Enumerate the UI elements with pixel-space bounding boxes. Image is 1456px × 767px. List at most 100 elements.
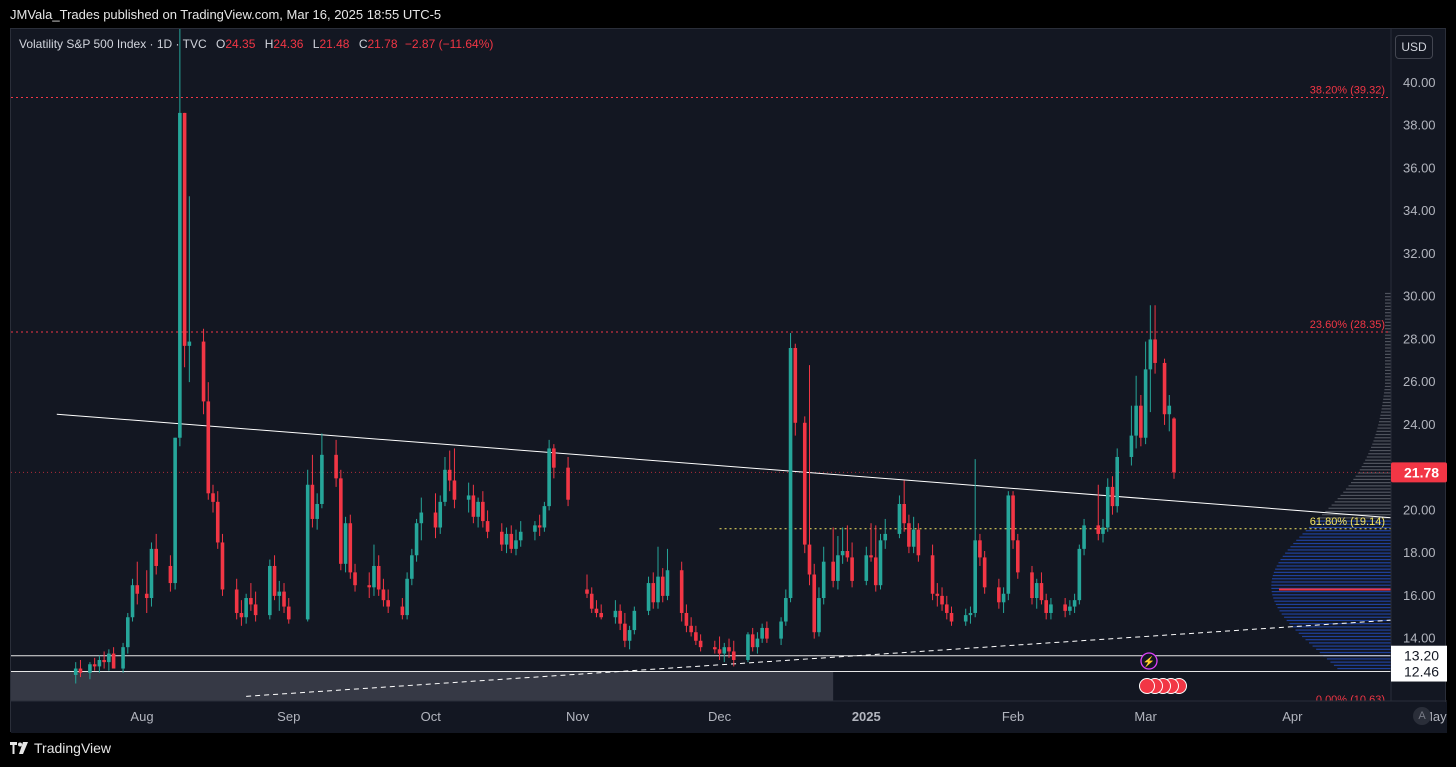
candle-body <box>802 422 807 545</box>
candle-body <box>646 583 651 611</box>
candle-body <box>201 341 206 402</box>
candle-body <box>746 634 750 660</box>
currency-button[interactable]: USD <box>1395 35 1433 59</box>
auto-scale-icon[interactable]: A <box>1413 707 1431 725</box>
volume-profile-bar <box>1340 494 1391 497</box>
candle-body <box>125 617 130 648</box>
candle-body <box>253 604 258 616</box>
volume-profile-bar <box>1383 398 1391 400</box>
volume-profile-bar <box>1385 321 1391 323</box>
candle-body <box>722 647 727 654</box>
volume-profile-bar <box>1305 639 1391 641</box>
dashed-trendline[interactable] <box>246 617 1434 697</box>
candle-body <box>1115 456 1120 507</box>
time-axis-background <box>11 702 1447 733</box>
candle-body <box>660 576 665 596</box>
candle-body <box>949 612 954 622</box>
candle-body <box>239 612 244 618</box>
volume-profile-bar <box>1272 574 1391 577</box>
price-axis-tick: 36.00 <box>1403 160 1436 175</box>
volume-profile-bar <box>1271 581 1391 583</box>
lightning-event-icon[interactable] <box>1140 652 1158 670</box>
volume-profile-bar <box>1295 629 1391 631</box>
price-axis-tick: 30.00 <box>1403 289 1436 304</box>
volume-profile-bar <box>1343 491 1391 493</box>
candle-body <box>433 512 438 528</box>
volume-profile-bar <box>1333 664 1391 666</box>
candle-body <box>504 533 509 545</box>
candle-body <box>438 501 443 528</box>
high-value: 24.36 <box>273 37 304 51</box>
candle-body <box>144 593 149 599</box>
candle-body <box>656 576 660 603</box>
volume-profile-bar <box>1385 337 1391 339</box>
candle-body <box>1011 495 1015 541</box>
candle-body <box>1068 606 1072 611</box>
volume-profile-bar <box>1384 389 1391 391</box>
candle-body <box>963 615 968 622</box>
volume-profile-bar <box>1385 315 1391 317</box>
candle-body <box>272 565 277 596</box>
volume-profile-bar <box>1302 533 1391 535</box>
candle-body <box>694 632 698 641</box>
candle-body <box>873 557 878 586</box>
price-axis-tick: 18.00 <box>1403 545 1436 560</box>
volume-profile-bar <box>1277 607 1391 609</box>
volume-profile-bar <box>1361 465 1391 468</box>
volume-profile-bar <box>1284 616 1391 618</box>
main-trendline[interactable] <box>56 413 1435 521</box>
volume-profile-bar <box>1385 376 1391 378</box>
candle-body <box>215 501 220 543</box>
candle-body <box>1049 604 1053 613</box>
candle-body <box>305 484 310 620</box>
candle-body <box>234 589 239 613</box>
candle-body <box>339 478 343 564</box>
last-price-badge <box>1391 462 1447 483</box>
candle-body <box>514 540 518 549</box>
volume-profile-bar <box>1385 296 1391 298</box>
time-axis-tick: Aug <box>130 709 153 724</box>
volume-profile-bar <box>1319 651 1391 654</box>
candle-body <box>760 627 764 639</box>
candle-body <box>206 401 211 494</box>
candlestick-chart[interactable]: 38.20% (39.32) 23.60% (28.35) 61.80% (19.1… <box>11 29 1447 733</box>
volume-profile-bar <box>1331 504 1391 506</box>
price-axis-tick: 28.00 <box>1403 331 1436 346</box>
candle-body <box>930 555 935 594</box>
chart-frame[interactable]: 38.20% (39.32) 23.60% (28.35) 61.80% (19.1… <box>10 28 1447 733</box>
volume-profile-bar <box>1279 610 1391 612</box>
volume-profile-bar <box>1385 340 1391 343</box>
volume-profile-bar <box>1312 523 1391 525</box>
high-label: H <box>264 37 274 51</box>
volume-profile-bar <box>1330 661 1391 663</box>
volume-profile-bar <box>1271 584 1391 586</box>
volume-profile-bar <box>1382 405 1391 407</box>
candle-body <box>73 668 78 675</box>
candle-body <box>154 548 159 566</box>
candle-body <box>632 610 637 631</box>
candle-body <box>277 591 282 596</box>
time-axis-tick: Sep <box>277 709 300 724</box>
candle-body <box>651 583 656 603</box>
volume-profile-bar <box>1272 578 1391 580</box>
candle-body <box>244 598 248 618</box>
candle-body <box>817 598 821 633</box>
volume-profile-bar <box>1385 318 1391 320</box>
close-label: C <box>358 37 368 51</box>
time-axis-tick: Apr <box>1282 709 1303 724</box>
us-flag-event-icon[interactable] <box>1139 678 1155 694</box>
candle-body <box>698 640 703 648</box>
volume-profile-bar <box>1385 328 1391 330</box>
candle-body <box>547 448 551 507</box>
candle-body <box>381 589 386 601</box>
volume-profile-bar <box>1385 373 1391 375</box>
candle-body <box>499 531 504 545</box>
volume-profile-bar <box>1276 565 1391 567</box>
price-line-badge-text: 13.20 <box>1404 648 1439 664</box>
volume-profile-bar <box>1296 539 1391 541</box>
price-axis-tick: 16.00 <box>1403 588 1436 603</box>
candle-body <box>788 347 793 599</box>
candle-body <box>717 649 722 654</box>
candle-body <box>978 540 982 558</box>
volume-profile-bar <box>1273 571 1391 573</box>
